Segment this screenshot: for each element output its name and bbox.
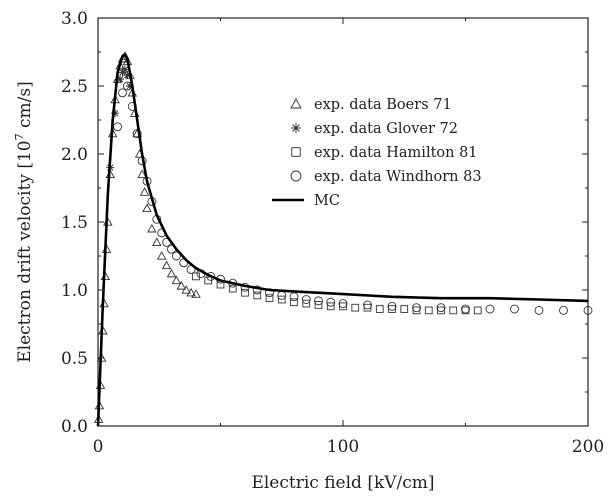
- data-point-exp-data-windhorn-83: [485, 304, 495, 314]
- y-tick-label: 2.5: [61, 77, 88, 97]
- y-tick-label: 2.0: [61, 145, 88, 165]
- plot-frame: [97, 17, 589, 427]
- data-point-exp-data-hamilton-81: [424, 306, 433, 315]
- x-tick-label: 0: [93, 437, 104, 457]
- y-tick-label: 0.5: [61, 349, 88, 369]
- legend-label-exp-data-hamilton-81: exp. data Hamilton 81: [314, 145, 478, 161]
- data-point-exp-data-windhorn-83: [412, 303, 421, 313]
- x-axis-title: Electric field [kV/cm]: [251, 473, 434, 493]
- data-point-exp-data-hamilton-81: [400, 305, 409, 313]
- data-point-exp-data-windhorn-83: [363, 300, 372, 310]
- data-point-exp-data-hamilton-81: [228, 284, 237, 293]
- x-tick-label: 200: [572, 437, 604, 457]
- data-point-exp-data-hamilton-81: [375, 305, 384, 313]
- data-point-exp-data-hamilton-81: [326, 302, 335, 311]
- data-point-exp-data-hamilton-81: [314, 301, 323, 309]
- legend-swatch-exp-data-boers-71: [290, 98, 302, 109]
- y-tick-label: 0.0: [61, 417, 88, 437]
- data-point-exp-data-windhorn-83: [314, 296, 323, 306]
- y-tick-label: 3.0: [61, 9, 88, 29]
- data-point-exp-data-hamilton-81: [192, 272, 200, 281]
- data-point-exp-data-windhorn-83: [132, 129, 142, 139]
- data-point-exp-data-hamilton-81: [277, 295, 286, 304]
- data-point-exp-data-glover-72-stroke: [116, 76, 124, 83]
- data-point-exp-data-windhorn-83: [277, 290, 287, 300]
- data-point-exp-data-boers-71: [152, 237, 162, 247]
- data-point-exp-data-windhorn-83: [559, 305, 568, 315]
- data-point-exp-data-boers-71: [142, 203, 152, 213]
- legend-label-exp-data-glover-72: exp. data Glover 72: [314, 121, 458, 137]
- data-point-exp-data-boers-71: [156, 251, 167, 260]
- data-point-exp-data-windhorn-83: [252, 285, 262, 295]
- data-point-exp-data-hamilton-81: [265, 294, 274, 303]
- data-point-exp-data-boers-71: [115, 60, 125, 70]
- data-point-exp-data-windhorn-83: [338, 299, 348, 309]
- data-point-exp-data-windhorn-83: [118, 88, 127, 98]
- data-point-exp-data-windhorn-83: [510, 304, 519, 314]
- data-point-exp-data-boers-71: [171, 275, 182, 285]
- y-axis-title-tail: cm/s]: [15, 81, 35, 133]
- y-tick-label: 1.0: [61, 281, 88, 301]
- legend-swatch-exp-data-glover-72-stroke: [292, 124, 300, 132]
- y-tick-label: 1.5: [61, 213, 88, 233]
- y-axis-title-main: Electron drift velocity [10: [15, 140, 35, 362]
- x-tick-label: 100: [327, 437, 359, 457]
- legend-swatch-exp-data-windhorn-83: [290, 170, 302, 182]
- data-point-exp-data-windhorn-83: [206, 271, 216, 281]
- legend-label-exp-data-windhorn-83: exp. data Windhorn 83: [314, 169, 482, 185]
- data-point-exp-data-windhorn-83: [534, 305, 544, 315]
- data-point-exp-data-hamilton-81: [241, 288, 249, 297]
- data-point-exp-data-boers-71: [186, 287, 196, 297]
- data-point-exp-data-windhorn-83: [461, 304, 470, 314]
- data-point-exp-data-windhorn-83: [289, 292, 299, 302]
- data-point-exp-data-hamilton-81: [449, 306, 458, 315]
- data-point-exp-data-boers-71: [176, 280, 187, 290]
- data-point-exp-data-windhorn-83: [583, 305, 593, 315]
- data-point-exp-data-boers-71: [191, 289, 201, 298]
- legend: exp. data Boers 71 exp. data Glover 72 exp…: [272, 97, 482, 209]
- data-point-exp-data-boers-71: [139, 187, 150, 196]
- axis-layer: 0.0 0.5 1.0 1.5 2.0 2.5 3.0 0 100 200: [61, 9, 604, 457]
- data-point-exp-data-windhorn-83: [113, 122, 123, 132]
- data-point-exp-data-hamilton-81: [473, 306, 482, 315]
- data-point-exp-data-hamilton-81: [351, 303, 360, 312]
- y-axis-title: Electron drift velocity [107 cm/s]: [13, 81, 35, 363]
- data-point-exp-data-boers-71: [161, 260, 172, 270]
- plot-layer: [93, 51, 593, 427]
- legend-label-exp-data-boers-71: exp. data Boers 71: [314, 97, 452, 113]
- data-point-exp-data-windhorn-83: [436, 303, 446, 313]
- data-point-exp-data-boers-71: [166, 268, 177, 278]
- data-point-exp-data-windhorn-83: [387, 301, 397, 311]
- legend-label-mc: MC: [314, 193, 340, 209]
- y-axis-title-sup: 7: [13, 133, 26, 140]
- data-point-exp-data-hamilton-81: [290, 298, 298, 307]
- data-point-exp-data-windhorn-83: [326, 297, 336, 307]
- legend-swatch-exp-data-glover-72: [291, 123, 301, 133]
- data-point-exp-data-windhorn-83: [301, 295, 311, 304]
- series-line-mc: [96, 53, 589, 427]
- data-point-exp-data-glover-72-stroke: [121, 66, 129, 73]
- legend-swatch-exp-data-hamilton-81: [291, 147, 301, 157]
- data-point-exp-data-hamilton-81: [302, 299, 311, 308]
- data-point-exp-data-boers-71: [137, 169, 147, 179]
- data-point-exp-data-hamilton-81: [253, 291, 262, 300]
- data-point-exp-data-windhorn-83: [171, 251, 181, 261]
- data-point-exp-data-boers-71: [181, 285, 191, 294]
- data-point-exp-data-boers-71: [147, 223, 157, 233]
